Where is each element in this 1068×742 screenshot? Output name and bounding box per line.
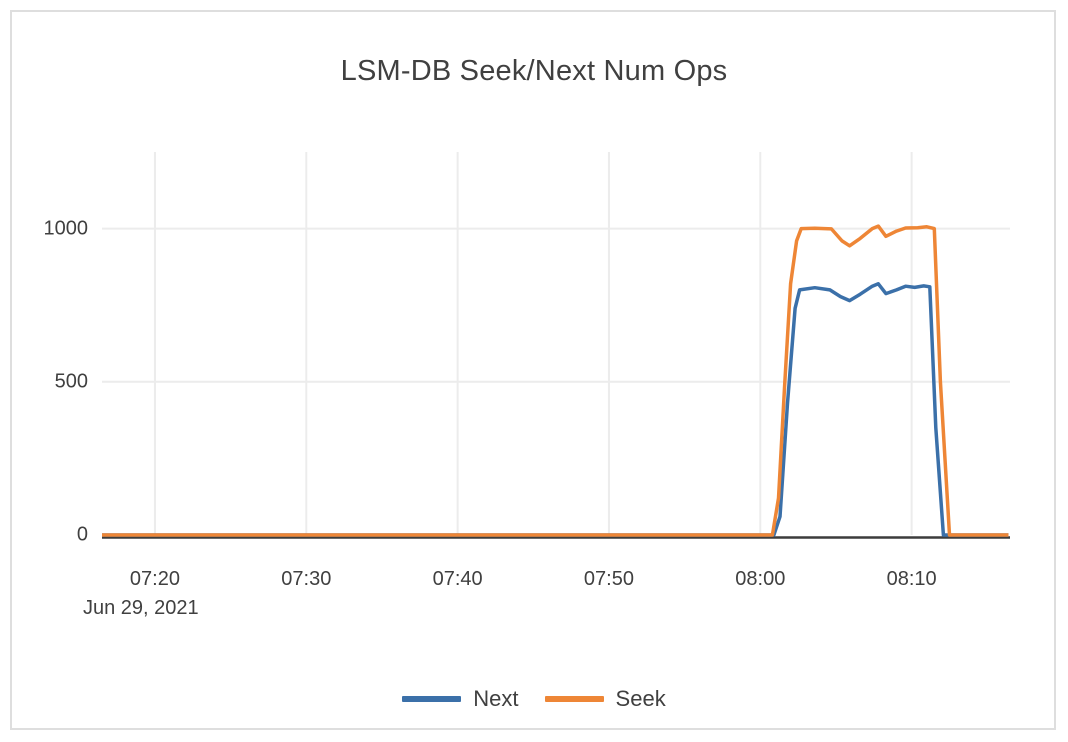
plot-area[interactable] <box>102 152 1010 535</box>
x-tick-label: 08:00 <box>735 568 786 590</box>
y-tick-label: 0 <box>76 523 88 546</box>
next-line-swatch <box>402 696 462 702</box>
chart-card <box>10 10 1056 730</box>
y-tick-label: 1000 <box>43 217 89 240</box>
y-tick-label: 500 <box>54 370 88 393</box>
legend-item-next[interactable]: Next <box>402 686 519 712</box>
legend-label-seek: Seek <box>615 686 666 711</box>
seek-line-swatch <box>544 696 604 702</box>
x-tick-label: 07:40 <box>432 568 483 590</box>
x-tick-label: 07:50 <box>583 568 634 590</box>
series-line-seek <box>102 224 1009 537</box>
x-tick-label: 08:10 <box>886 568 937 590</box>
chart-title: LSM-DB Seek/Next Num Ops <box>340 55 728 87</box>
x-tick-label: 07:20 <box>129 568 180 590</box>
legend: Next Seek <box>0 686 1068 712</box>
x-axis-date-label: Jun 29, 2021 <box>83 597 199 619</box>
legend-label-next: Next <box>473 686 519 711</box>
x-tick-label: 07:30 <box>281 568 332 590</box>
legend-item-seek[interactable]: Seek <box>544 686 666 712</box>
